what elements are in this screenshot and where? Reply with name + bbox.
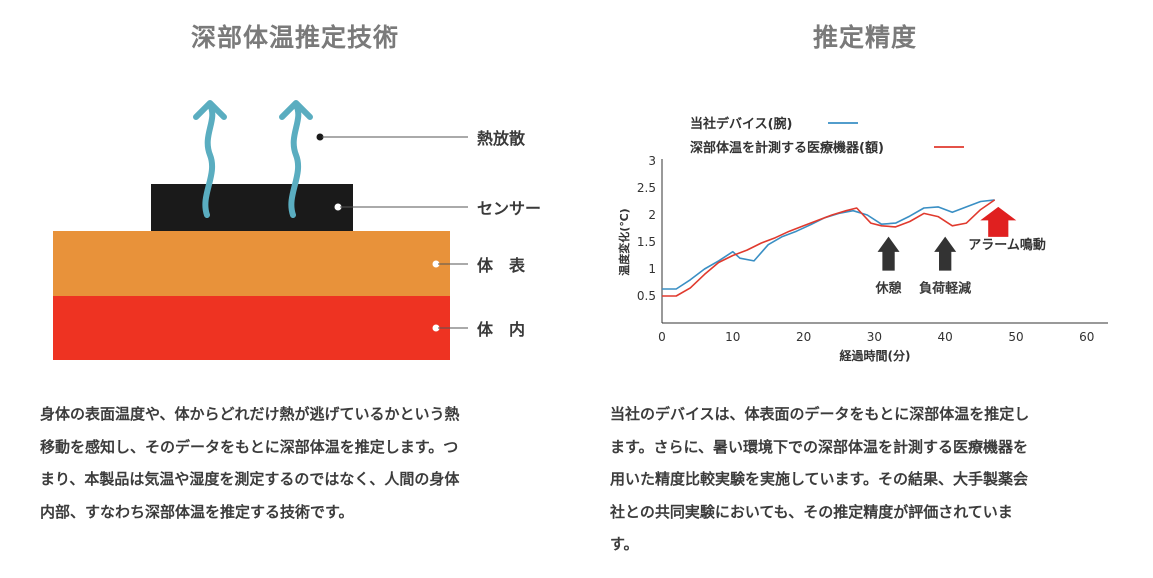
- right-paragraph: 当社のデバイスは、体表面のデータをもとに深部体温を推定し ます。さらに、暑い環境…: [610, 398, 1120, 561]
- left-paragraph-line: まり、本製品は気温や湿度を測定するのではなく、人間の身体: [40, 470, 460, 488]
- load-reduction-arrow-icon: [934, 236, 957, 271]
- right-paragraph-line: 当社のデバイスは、体表面のデータをもとに深部体温を推定し: [610, 405, 1030, 423]
- x-tick-label: 20: [796, 330, 811, 344]
- surface-layer: [53, 231, 450, 296]
- y-axis-label: 温度変化(℃): [617, 208, 631, 275]
- heat-arrow-right-head: [279, 100, 313, 120]
- y-tick-label: 1: [648, 262, 656, 276]
- x-tick-label: 0: [658, 330, 666, 344]
- core-layer: [53, 296, 450, 360]
- alarm-arrow-icon: [980, 206, 1017, 237]
- sensor-label: センサー: [477, 199, 541, 218]
- core-label: 体 内: [477, 320, 525, 339]
- x-tick-label: 10: [725, 330, 740, 344]
- heat-arrow-left: [202, 102, 216, 218]
- y-tick-label: 2.5: [637, 181, 656, 195]
- x-tick-label: 40: [938, 330, 953, 344]
- right-title: 推定精度: [812, 23, 917, 52]
- left-paragraph-line: 内部、すなわち深部体温を推定する技術です。: [40, 502, 354, 521]
- heat-diagram: 熱放散 センサー 体 表 体 内: [53, 100, 541, 360]
- right-paragraph-line: 社との共同実験においても、その推定精度が評価されていま: [610, 502, 1013, 521]
- x-tick-label: 30: [867, 330, 882, 344]
- left-paragraph-line: 身体の表面温度や、体からどれだけ熱が逃げているかという熱: [40, 405, 460, 423]
- y-tick-label: 2: [648, 208, 656, 222]
- right-paragraph-line: す。: [610, 535, 639, 553]
- annotation-label: 休憩: [875, 281, 902, 297]
- x-tick-label: 50: [1008, 330, 1023, 344]
- left-paragraph-line: 移動を感知し、そのデータをもとに深部体温を推定します。つ: [40, 437, 459, 456]
- heat-pointer-dot: [316, 133, 324, 141]
- core-pointer-dot: [432, 324, 440, 332]
- left-paragraph: 身体の表面温度や、体からどれだけ熱が逃げているかという熱 移動を感知し、そのデー…: [40, 398, 560, 528]
- x-tick-label: 60: [1079, 330, 1094, 344]
- sensor-block: [151, 184, 353, 231]
- heat-arrow-left-head: [193, 100, 227, 120]
- accuracy-chart: 0 10 20 30 40 50 60 0.5 1 1.5 2 2.5 3 経過時間(分) 温度変化(℃) 当…: [617, 116, 1108, 363]
- annotation-label: アラーム鳴動: [968, 237, 1046, 253]
- series-line: [662, 199, 996, 297]
- left-title: 深部体温推定技術: [190, 23, 399, 52]
- right-paragraph-line: ます。さらに、暑い環境下での深部体温を計測する医療機器を: [610, 437, 1029, 456]
- sensor-pointer-dot: [334, 203, 342, 211]
- heat-label: 熱放散: [477, 129, 526, 148]
- y-tick-label: 1.5: [637, 235, 656, 249]
- surface-label: 体 表: [477, 256, 526, 275]
- right-paragraph-line: 用いた精度比較実験を実施しています。その結果、大手製薬会: [610, 470, 1029, 488]
- annotation-label: 負荷軽減: [919, 281, 971, 297]
- heat-arrow-right: [288, 102, 302, 218]
- legend-label: 深部体温を計測する医療機器(額): [690, 140, 884, 156]
- surface-pointer-dot: [432, 260, 440, 268]
- x-axis-label: 経過時間(分): [840, 348, 911, 363]
- rest-arrow-icon: [877, 236, 900, 271]
- y-tick-label: 0.5: [637, 289, 656, 303]
- y-tick-label: 3: [648, 154, 656, 168]
- legend-label: 当社デバイス(腕): [690, 116, 793, 132]
